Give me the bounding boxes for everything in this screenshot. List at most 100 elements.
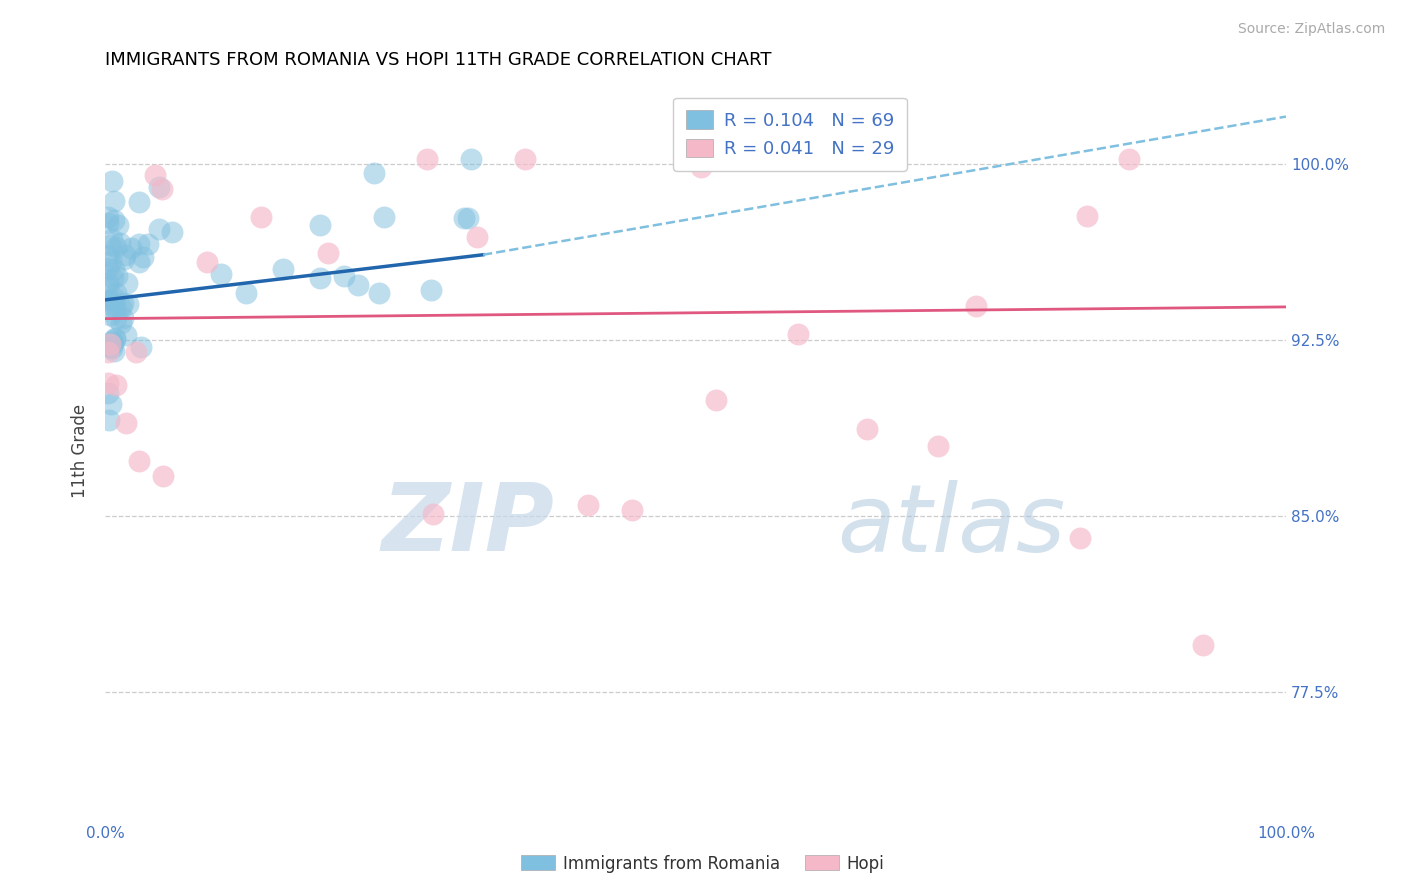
Point [621, 502, 644, 516]
Point [148, 221, 170, 235]
Point [104, 332, 127, 346]
Point [128, 195, 150, 210]
Point [105, 240, 128, 254]
Point [576, 498, 599, 512]
Point [103, 344, 125, 359]
Point [100, 397, 122, 411]
Point [107, 219, 129, 233]
Point [101, 271, 124, 285]
Point [129, 340, 152, 354]
Point [97, 249, 120, 263]
Point [195, 255, 218, 269]
Point [101, 300, 124, 314]
Point [97, 413, 120, 427]
Point [965, 299, 987, 313]
Point [363, 166, 385, 180]
Point [101, 342, 124, 356]
Point [100, 253, 122, 268]
Point [97, 276, 120, 290]
Point [98, 308, 121, 322]
Point [97, 280, 120, 294]
Text: Source: ZipAtlas.com: Source: ZipAtlas.com [1237, 22, 1385, 37]
Point [105, 269, 128, 284]
Point [453, 211, 475, 225]
Point [235, 285, 257, 300]
Point [103, 291, 125, 305]
Point [105, 285, 128, 300]
Point [856, 422, 879, 436]
Point [332, 269, 354, 284]
Point [422, 507, 444, 521]
Point [101, 174, 124, 188]
Point [98, 238, 121, 252]
Point [100, 334, 122, 348]
Point [457, 211, 479, 226]
Point [309, 219, 332, 233]
Point [97, 376, 120, 390]
Point [97, 344, 120, 359]
Point [97, 211, 120, 225]
Point [101, 335, 124, 350]
Point [110, 300, 132, 314]
Point [160, 226, 183, 240]
Point [97, 293, 120, 307]
Point [373, 210, 395, 224]
Point [460, 152, 482, 166]
Point [152, 469, 174, 483]
Point [420, 283, 443, 297]
Point [128, 454, 150, 468]
Point [209, 267, 232, 281]
Point [150, 182, 173, 196]
Point [97, 385, 120, 400]
Point [128, 236, 150, 251]
Point [1069, 532, 1091, 546]
Point [347, 278, 370, 293]
Point [787, 327, 810, 342]
Point [308, 271, 330, 285]
Point [115, 276, 138, 290]
Point [927, 439, 949, 453]
Text: IMMIGRANTS FROM ROMANIA VS HOPI 11TH GRADE CORRELATION CHART: IMMIGRANTS FROM ROMANIA VS HOPI 11TH GRA… [105, 51, 772, 69]
Point [316, 245, 339, 260]
Point [250, 210, 273, 224]
Point [513, 152, 536, 166]
Point [368, 285, 391, 300]
Legend: Immigrants from Romania, Hopi: Immigrants from Romania, Hopi [515, 848, 891, 880]
Point [103, 194, 125, 208]
Point [104, 310, 127, 325]
Point [114, 248, 136, 262]
Point [1076, 210, 1098, 224]
Point [115, 416, 138, 430]
Point [704, 393, 727, 408]
Point [97, 216, 120, 230]
Text: ZIP: ZIP [381, 479, 554, 572]
Point [125, 345, 148, 359]
Text: atlas: atlas [838, 480, 1066, 571]
Point [1118, 152, 1140, 166]
Point [117, 297, 139, 311]
Legend: R = 0.104   N = 69, R = 0.041   N = 29: R = 0.104 N = 69, R = 0.041 N = 29 [673, 98, 907, 170]
Point [104, 331, 127, 345]
Y-axis label: 11th Grade: 11th Grade [72, 404, 89, 499]
Point [1192, 638, 1215, 652]
Point [104, 377, 127, 392]
Point [271, 262, 294, 277]
Point [112, 252, 135, 266]
Point [690, 160, 713, 174]
Point [120, 241, 142, 255]
Point [112, 310, 135, 325]
Point [97, 260, 120, 275]
Point [115, 328, 138, 343]
Point [416, 152, 439, 166]
Point [103, 213, 125, 227]
Point [103, 293, 125, 308]
Point [128, 255, 150, 269]
Point [103, 262, 125, 277]
Point [132, 251, 155, 265]
Point [98, 336, 121, 351]
Point [100, 232, 122, 246]
Point [104, 299, 127, 313]
Point [143, 168, 166, 182]
Point [112, 295, 135, 310]
Point [98, 341, 121, 355]
